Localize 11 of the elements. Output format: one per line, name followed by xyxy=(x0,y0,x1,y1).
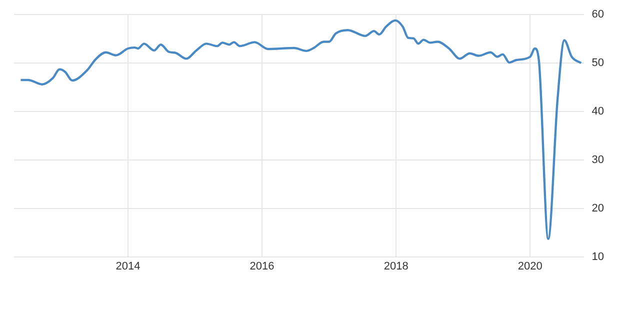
x-tick-label: 2020 xyxy=(518,260,542,272)
y-tick-label: 20 xyxy=(592,202,604,214)
y-tick-label: 30 xyxy=(592,154,604,166)
line-series xyxy=(20,19,582,240)
x-tick-label: 2014 xyxy=(116,260,140,272)
y-tick-label: 50 xyxy=(592,57,604,70)
y-tick-label: 10 xyxy=(592,250,604,263)
y-tick-label: 60 xyxy=(592,8,604,21)
y-tick-label: 40 xyxy=(592,106,604,118)
x-tick-label: 2016 xyxy=(250,260,274,272)
x-tick-label: 2018 xyxy=(384,260,408,272)
